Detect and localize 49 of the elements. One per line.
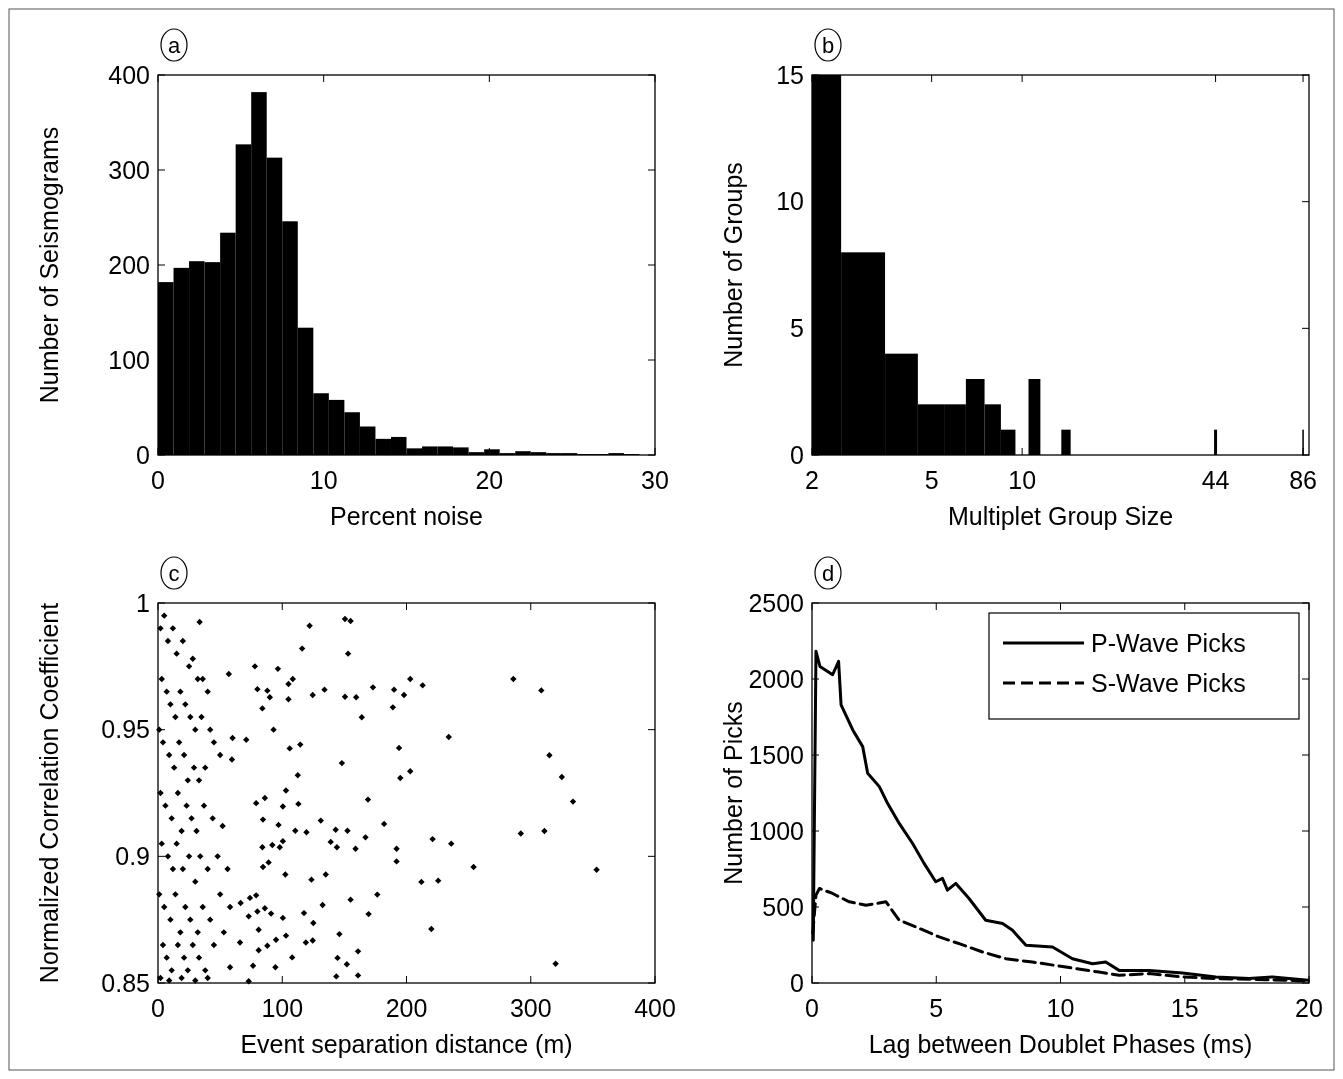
y-tick-label: 0: [136, 440, 150, 469]
y-tick-label: 400: [108, 60, 150, 89]
x-tick-label: 100: [261, 994, 304, 1022]
text: c: [168, 560, 180, 586]
y-tick-label: 200: [108, 250, 150, 279]
text: a: [167, 32, 181, 58]
x-tick-label: 5: [924, 466, 939, 494]
y-tick-label: 1500: [748, 740, 804, 769]
x-tick-label: 30: [641, 466, 669, 494]
y-tick-label: 500: [762, 892, 804, 921]
x-axis-title: Lag between Doublet Phases (ms): [868, 1030, 1253, 1058]
y-tick-label: 0.9: [115, 842, 150, 871]
y-tick-label: 2000: [748, 664, 804, 693]
y-axis-title: Normalized Correlation Coefficient: [35, 602, 63, 984]
y-axis-title: Number of Groups: [719, 162, 747, 368]
x-tick-label: 15: [1170, 994, 1199, 1022]
x-axis-title: Multiplet Group Size: [947, 502, 1174, 530]
y-tick-label: 0: [790, 440, 804, 469]
y-tick-label: 0.95: [101, 715, 150, 744]
y-tick-label: 300: [108, 155, 150, 184]
x-tick-label: 20: [475, 466, 504, 494]
x-tick-label: 2: [805, 466, 819, 494]
x-tick-label: 400: [634, 994, 676, 1022]
y-axis-title: Number of Seismograms: [35, 126, 63, 404]
legend-label: P-Wave Picks: [1091, 629, 1246, 657]
y-tick-label: 10: [776, 187, 804, 216]
x-tick-label: 10: [309, 466, 338, 494]
y-tick-label: 1: [136, 588, 150, 617]
x-tick-label: 10: [1046, 994, 1075, 1022]
x-axis-title: Event separation distance (m): [240, 1030, 573, 1058]
y-tick-label: 0.85: [101, 968, 150, 997]
x-tick-label: 200: [385, 994, 428, 1022]
x-tick-label: 10: [1008, 466, 1037, 494]
y-tick-label: 2500: [748, 588, 804, 617]
legend-label: S-Wave Picks: [1091, 669, 1246, 697]
y-tick-label: 15: [776, 60, 804, 89]
x-tick-label: 5: [929, 994, 944, 1022]
x-tick-label: 300: [509, 994, 552, 1022]
x-tick-label: 86: [1289, 466, 1317, 494]
y-tick-label: 5: [790, 314, 804, 343]
y-tick-label: 0: [790, 968, 804, 997]
y-tick-label: 1000: [748, 816, 804, 845]
x-tick-label: 20: [1295, 994, 1323, 1022]
x-tick-label: 44: [1201, 466, 1230, 494]
x-axis-title: Percent noise: [330, 502, 483, 530]
text: b: [821, 32, 835, 58]
y-axis-title: Number of Picks: [719, 701, 747, 885]
text: d: [821, 560, 835, 586]
y-tick-label: 100: [108, 345, 150, 374]
